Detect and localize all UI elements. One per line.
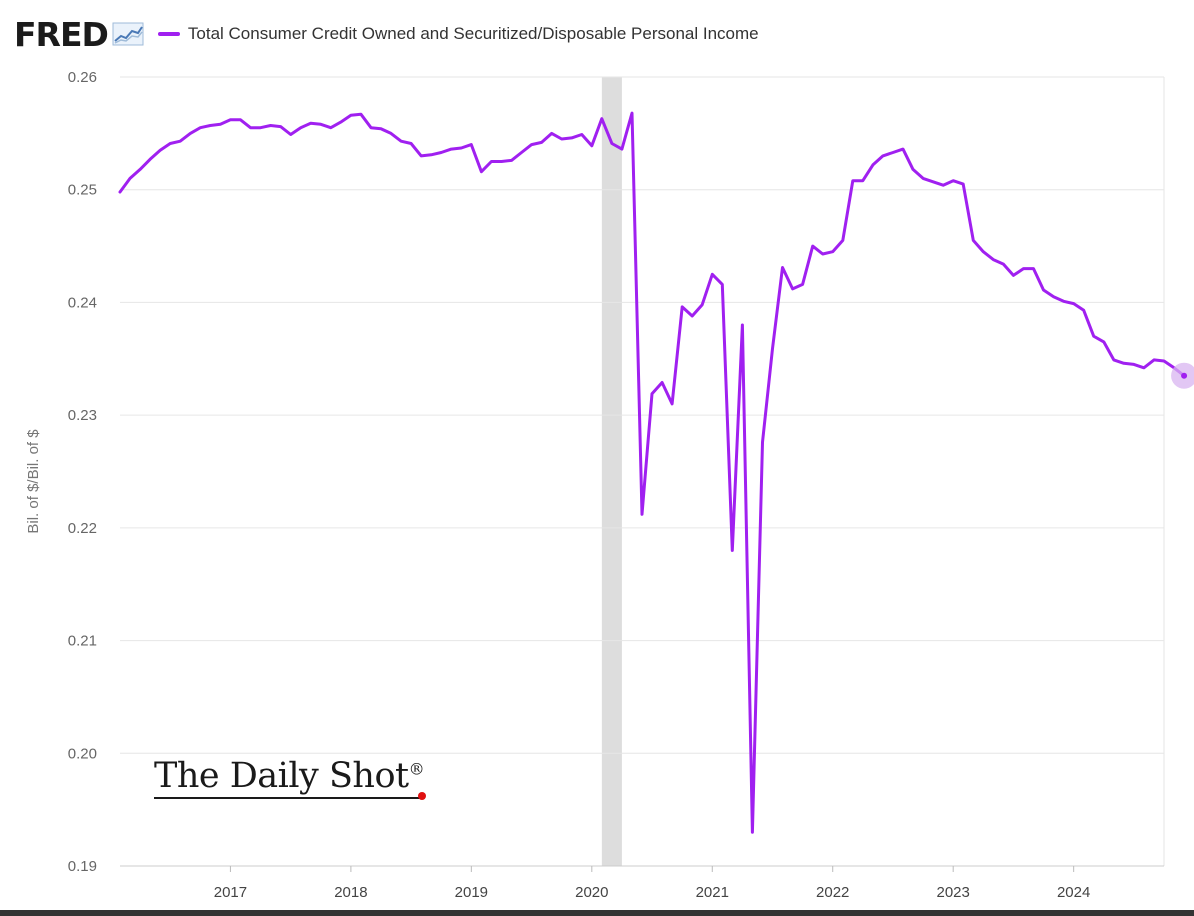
x-tick-label: 2019 xyxy=(455,884,488,901)
y-tick-label: 0.22 xyxy=(68,520,97,537)
endpoint-marker xyxy=(1181,372,1188,379)
legend-swatch xyxy=(157,32,180,36)
fred-logo[interactable]: FRED xyxy=(14,14,109,54)
x-tick-label: 2018 xyxy=(334,884,367,901)
y-tick-label: 0.24 xyxy=(68,294,97,311)
bottom-border xyxy=(0,910,1194,916)
x-tick-label: 2017 xyxy=(214,884,247,901)
registered-mark: ® xyxy=(408,759,425,779)
y-tick-label: 0.25 xyxy=(68,182,97,199)
y-axis-ticks: 0.19 0.20 0.21 0.22 0.23 0.24 0.25 0.26 xyxy=(68,69,97,875)
recession-band xyxy=(601,77,622,866)
watermark-underline xyxy=(154,797,422,799)
watermark-text: The Daily Shot xyxy=(154,756,409,796)
x-tick-label: 2021 xyxy=(696,884,729,901)
gridlines xyxy=(120,76,1165,867)
chart-header: FRED Total Consumer Credit Owned and Sec… xyxy=(14,14,759,54)
line-graph-icon xyxy=(112,22,144,46)
y-tick-label: 0.26 xyxy=(68,69,97,86)
x-tick-label: 2022 xyxy=(816,884,849,901)
series-line xyxy=(118,111,1186,834)
x-tick-label: 2020 xyxy=(575,884,608,901)
y-tick-label: 0.21 xyxy=(68,633,97,650)
chart-legend: Total Consumer Credit Owned and Securiti… xyxy=(157,24,759,44)
x-tick-label: 2024 xyxy=(1057,884,1090,901)
y-axis-title: Bil. of $/Bil. of $ xyxy=(25,429,42,534)
x-tick-label: 2023 xyxy=(937,884,970,901)
daily-shot-watermark: The Daily Shot® xyxy=(154,756,425,796)
y-tick-label: 0.19 xyxy=(68,858,97,875)
recession-bands xyxy=(601,77,622,866)
y-tick-label: 0.23 xyxy=(68,407,97,424)
legend-label: Total Consumer Credit Owned and Securiti… xyxy=(187,24,759,43)
x-axis-ticks: 2017 2018 2019 2020 2021 2022 2023 2024 xyxy=(214,866,1090,901)
watermark-red-dot xyxy=(418,792,426,800)
y-tick-label: 0.20 xyxy=(68,745,97,762)
series-layer xyxy=(118,111,1194,834)
